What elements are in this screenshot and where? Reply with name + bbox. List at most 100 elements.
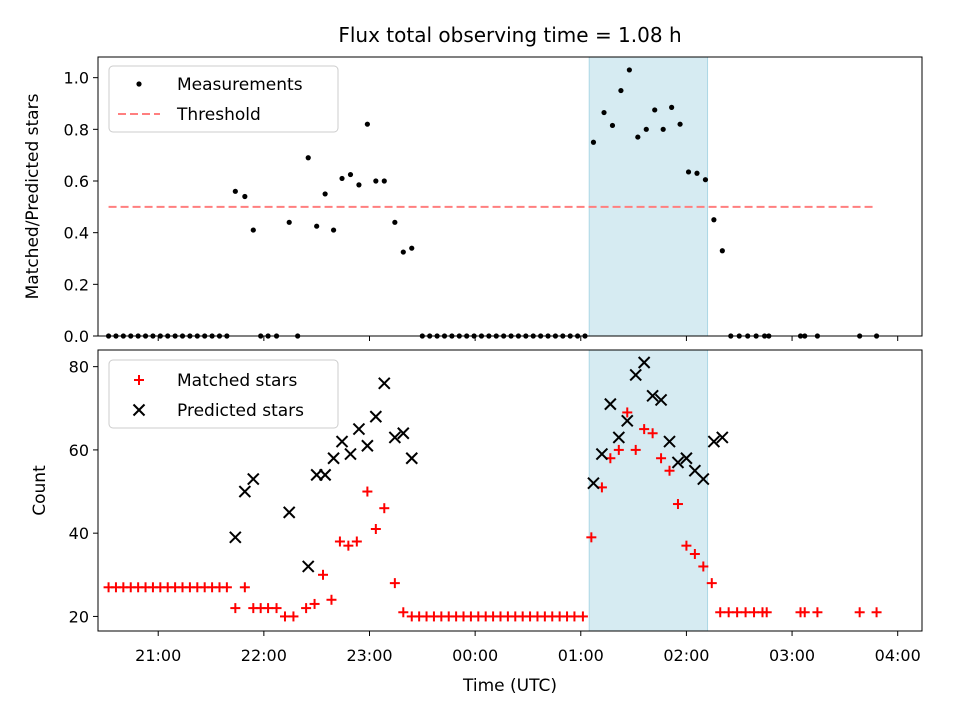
matched-star-point (334, 536, 345, 547)
bottom-ytick-label: 80 (69, 358, 89, 377)
legend-label: Predicted stars (177, 401, 304, 421)
matched-star-point (326, 594, 337, 605)
measurement-point (409, 245, 415, 251)
matched-star-point (263, 603, 274, 614)
predicted-star-point (716, 431, 729, 444)
matched-star-point (370, 524, 381, 535)
matched-star-point (749, 607, 760, 618)
bottom-ytick-label: 60 (69, 441, 89, 460)
matched-star-point (230, 603, 241, 614)
measurement-point (373, 178, 379, 184)
matched-star-point (630, 444, 641, 455)
measurement-point (322, 191, 328, 197)
matched-star-point (398, 607, 409, 618)
matched-star-point (288, 611, 299, 622)
measurement-point (314, 223, 320, 229)
matched-star-point (639, 424, 650, 435)
top-ytick-label: 0.6 (64, 172, 89, 191)
legend-label: Matched stars (177, 371, 297, 391)
predicted-star-point (680, 452, 693, 465)
measurement-point (250, 227, 256, 233)
xtick-label: 22:00 (241, 646, 287, 665)
legend-predicted-marker (132, 403, 146, 417)
predicted-star-point (671, 456, 685, 469)
measurement-point (305, 155, 311, 161)
predicted-star-point (621, 414, 634, 427)
measurement-point (694, 170, 700, 176)
predicted-star-point (405, 452, 418, 465)
matched-star-point (715, 607, 726, 618)
matched-star-point (812, 607, 823, 618)
measurement-point (339, 175, 345, 182)
bottom-y-axis-label: Count (30, 465, 50, 516)
legend-label: Threshold (176, 105, 261, 125)
legend-matched-marker (134, 375, 144, 385)
top-y-axis-label: Matched/Predicted stars (23, 93, 43, 299)
legend-measurement-marker (136, 81, 142, 87)
measurement-point (364, 121, 370, 127)
matched-star-point (656, 453, 667, 464)
measurement-point (652, 107, 658, 113)
matched-star-point (706, 578, 717, 589)
matched-star-point (379, 503, 390, 514)
matched-star-point (723, 607, 734, 618)
legend-box (108, 65, 339, 133)
top-legend: Measurements Threshold (108, 65, 339, 133)
measurement-point (685, 169, 692, 175)
bottom-legend: Matched stars Predicted stars (108, 359, 339, 429)
predicted-star-point (587, 477, 600, 490)
predicted-star-point (612, 431, 626, 444)
measurement-point (381, 178, 387, 184)
top-axes-frame (97, 56, 923, 337)
matched-star-point (871, 607, 882, 618)
matched-star-point (740, 607, 751, 618)
predicted-star-point (604, 397, 617, 411)
matched-star-point (761, 607, 772, 618)
matched-star-point (362, 486, 373, 497)
predicted-star-point (327, 452, 340, 465)
predicted-star-point (646, 389, 659, 402)
matched-star-point (318, 569, 329, 580)
measurement-point (609, 122, 616, 129)
matched-star-point (569, 611, 580, 622)
predicted-star-point (247, 472, 260, 486)
measurement-point (356, 182, 362, 188)
predicted-star-point (707, 435, 721, 448)
predicted-star-point (388, 431, 402, 444)
predicted-star-point (229, 531, 242, 544)
matched-star-point (698, 561, 709, 572)
legend-box (108, 359, 339, 429)
xtick-label: 21:00 (135, 646, 181, 665)
matched-star-point (622, 407, 633, 418)
measurement-point (330, 227, 337, 233)
measurement-point (719, 248, 725, 254)
predicted-star-point (283, 506, 296, 519)
top-ytick-label: 0.0 (64, 327, 89, 346)
matched-star-point (681, 540, 692, 551)
top-ytick-label: 1.0 (64, 69, 89, 88)
top-ytick-label: 0.2 (64, 275, 89, 294)
predicted-star-point (344, 447, 357, 461)
matched-star-point (239, 582, 250, 593)
measurement-point (643, 126, 649, 132)
matched-star-point (309, 598, 320, 609)
predicted-star-point (361, 439, 374, 452)
measurement-point (626, 67, 632, 73)
matched-star-point (854, 607, 865, 618)
bottom-ytick-label: 20 (69, 607, 89, 626)
matched-star-point (647, 428, 658, 439)
matched-star-point (271, 603, 282, 614)
predicted-star-point (595, 447, 609, 461)
matched-star-point (613, 444, 624, 455)
matched-star-point (689, 548, 700, 559)
bottom-highlight-span (588, 349, 709, 632)
matched-star-point (664, 465, 675, 476)
predicted-star-point (318, 468, 332, 482)
xtick-label: 02:00 (663, 646, 709, 665)
matched-star-point (732, 607, 743, 618)
matched-star-point (351, 536, 362, 547)
measurement-point (669, 104, 675, 110)
matched-star-point (301, 603, 312, 614)
measurement-point (392, 219, 398, 225)
